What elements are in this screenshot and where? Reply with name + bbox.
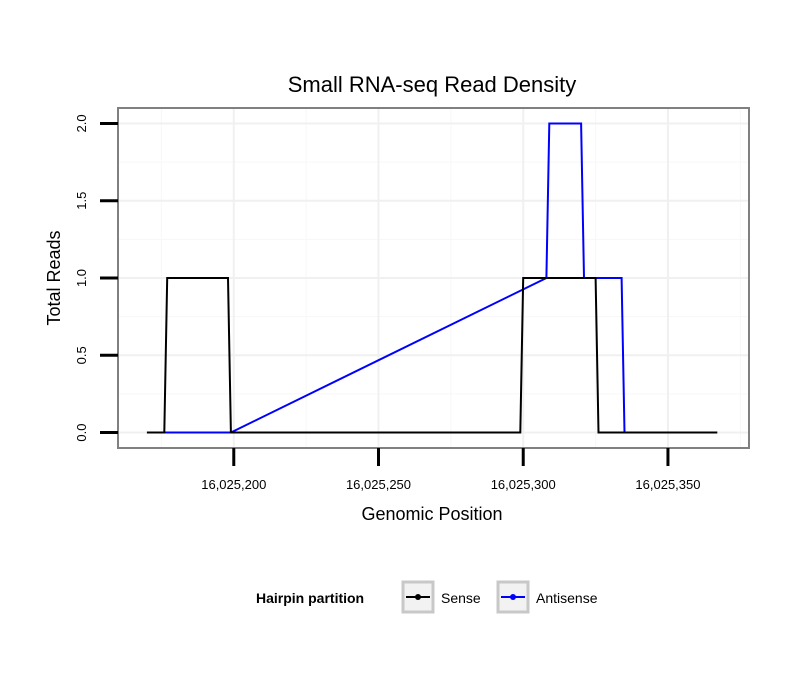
legend-point-antisense: [510, 594, 516, 600]
legend-label-antisense: Antisense: [536, 590, 598, 606]
y-tick-label: 1.5: [74, 192, 89, 210]
axis-layer: 0.0 0.5 1.0 1.5 2.0 16,025,200 16,025,250 16,02…: [74, 114, 700, 492]
x-tick-label: 16,025,300: [491, 477, 556, 492]
y-axis-title: Total Reads: [44, 230, 64, 325]
legend: Hairpin partition Sense Antisense: [256, 580, 598, 614]
series-line-antisense: [164, 122, 718, 434]
x-axis-title: Genomic Position: [361, 504, 502, 524]
legend-point-sense: [415, 594, 421, 600]
legend-title: Hairpin partition: [256, 590, 364, 606]
series-layer: [146, 122, 718, 434]
y-tick-label: 0.0: [74, 424, 89, 442]
x-tick-label: 16,025,200: [201, 477, 266, 492]
x-tick-label: 16,025,250: [346, 477, 411, 492]
y-tick-label: 1.0: [74, 269, 89, 287]
legend-item-sense: Sense: [401, 580, 481, 614]
y-tick-label: 0.5: [74, 346, 89, 364]
chart-title: Small RNA-seq Read Density: [288, 72, 577, 97]
series-line-sense: [146, 277, 718, 434]
y-tick-label: 2.0: [74, 114, 89, 132]
legend-label-sense: Sense: [441, 590, 481, 606]
legend-item-antisense: Antisense: [496, 580, 598, 614]
x-tick-label: 16,025,350: [635, 477, 700, 492]
